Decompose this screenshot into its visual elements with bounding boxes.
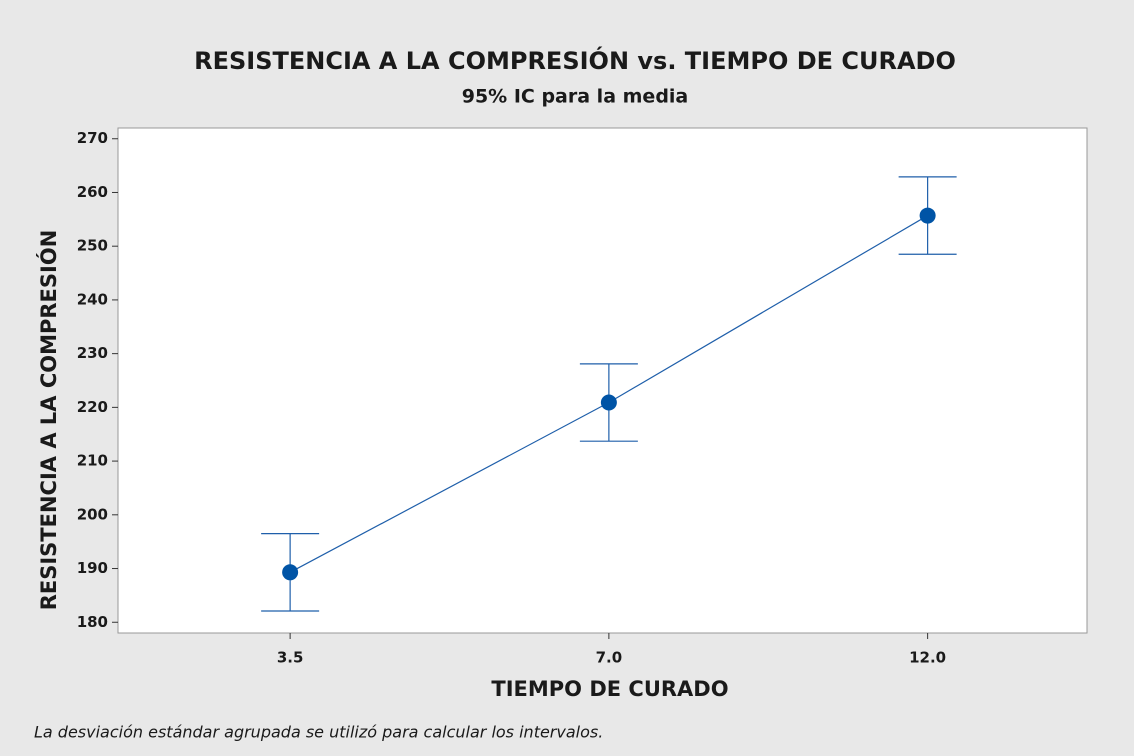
y-tick-label: 200	[77, 505, 108, 523]
x-axis-label: TIEMPO DE CURADO	[491, 677, 728, 701]
mean-marker	[282, 564, 299, 581]
y-tick-label: 240	[77, 290, 108, 308]
y-tick-label: 190	[77, 559, 108, 577]
mean-marker	[600, 394, 617, 411]
y-tick-label: 250	[77, 237, 108, 255]
mean-marker	[919, 207, 936, 224]
plot-area	[117, 127, 1088, 634]
footnote: La desviación estándar agrupada se utili…	[34, 723, 603, 742]
y-tick-label: 260	[77, 183, 108, 201]
chart-subtitle: 95% IC para la media	[462, 86, 689, 108]
x-tick-label: 12.0	[909, 649, 946, 667]
y-tick-label: 180	[77, 613, 108, 631]
y-tick-label: 230	[77, 344, 108, 362]
y-axis-label: RESISTENCIA A LA COMPRESIÓN	[36, 230, 61, 611]
y-tick-label: 210	[77, 452, 108, 470]
chart-title: RESISTENCIA A LA COMPRESIÓN vs. TIEMPO D…	[194, 45, 956, 75]
y-tick-label: 270	[77, 129, 108, 147]
x-tick-label: 3.5	[277, 649, 304, 667]
y-tick-label: 220	[77, 398, 108, 416]
x-tick-label: 7.0	[596, 649, 623, 667]
